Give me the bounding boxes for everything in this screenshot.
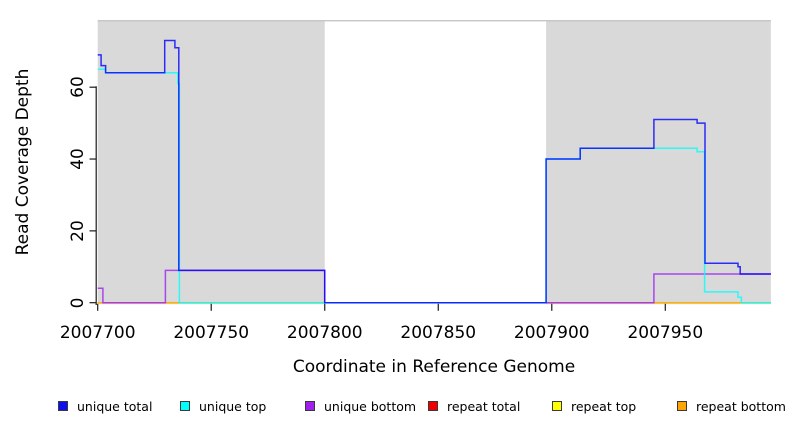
legend-label: unique bottom [324,398,417,414]
repeat-total-swatch-icon [428,401,438,411]
y-tick-label: 20 [68,220,88,242]
legend-label: repeat bottom [696,398,786,414]
unique-bottom-swatch-icon [305,401,315,411]
legend-entry-unique-top: unique top [180,398,266,414]
x-tick-label: 2007850 [400,323,477,343]
x-tick-label: 2007800 [286,323,363,343]
x-tick-label: 2007750 [173,323,250,343]
legend-label: repeat top [571,398,637,414]
unique-top-swatch-icon [180,401,190,411]
x-tick-label: 2007700 [59,323,136,343]
x-tick-label: 2007900 [513,323,590,343]
legend-entry-unique-total: unique total [58,398,152,414]
unique-total-swatch-icon [58,401,68,411]
legend-label: unique total [77,398,153,414]
legend-entry-repeat-top: repeat top [552,398,636,414]
repeat-top-swatch-icon [552,401,562,411]
repeat-bottom-swatch-icon [677,401,687,411]
legend-entry-unique-bottom: unique bottom [305,398,416,414]
y-tick-label: 0 [68,297,88,309]
series-unique-total [97,39,771,304]
legend-entry-repeat-total: repeat total [428,398,520,414]
x-tick-label: 2007950 [627,323,704,343]
legend-entry-repeat-bottom: repeat bottom [677,398,786,414]
masked-region [97,20,325,305]
y-axis-title: Read Coverage Depth [13,68,33,256]
masked-region [546,20,771,305]
y-tick-label: 60 [68,76,88,99]
x-axis-title: Coordinate in Reference Genome [292,357,576,377]
legend-label: unique top [199,398,267,414]
y-tick-label: 40 [68,148,88,170]
legend-label: repeat total [447,398,521,414]
